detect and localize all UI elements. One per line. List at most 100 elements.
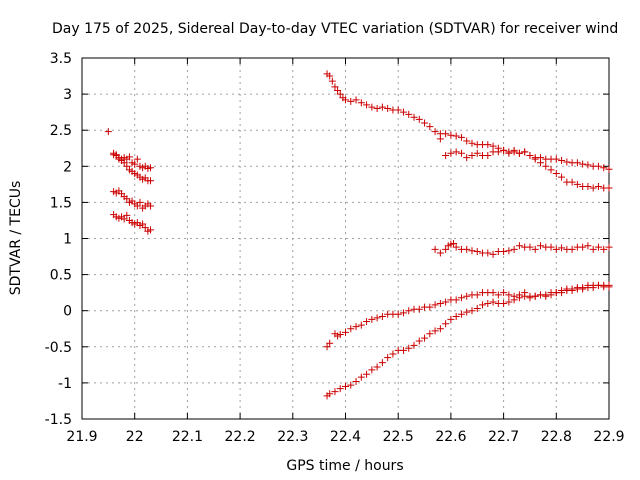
data-point — [531, 155, 539, 163]
data-point — [436, 299, 444, 307]
data-point — [141, 224, 149, 232]
data-point — [568, 285, 576, 293]
data-point — [584, 161, 592, 169]
data-points — [104, 70, 613, 400]
series-late-bottom-rise — [323, 281, 613, 400]
data-point — [452, 148, 460, 156]
data-point — [421, 334, 429, 342]
data-point — [452, 312, 460, 320]
data-point — [426, 303, 434, 311]
data-point — [378, 359, 386, 367]
x-tick-label: 22.1 — [172, 429, 203, 445]
data-point — [594, 183, 602, 191]
data-point — [123, 162, 131, 170]
data-point — [473, 149, 481, 157]
axis-ticks — [81, 57, 610, 420]
y-tick-label: 3 — [63, 87, 72, 103]
data-point — [399, 309, 407, 317]
data-point — [526, 294, 534, 302]
x-tick-label: 22.6 — [435, 429, 466, 445]
data-point — [584, 242, 592, 250]
x-tick-labels: 21.9 22 22.1 22.2 22.3 22.4 22.5 22.6 22.7 22.8 22… — [66, 429, 624, 445]
data-point — [579, 243, 587, 251]
data-point — [431, 128, 439, 136]
y-tick-label: 0.5 — [50, 268, 72, 284]
x-tick-label: 22.7 — [488, 429, 519, 445]
data-point — [431, 327, 439, 335]
y-tick-label: -1.5 — [45, 412, 72, 428]
data-point — [136, 198, 144, 206]
data-point — [133, 202, 141, 210]
data-point — [463, 292, 471, 300]
y-tick-label: 1.5 — [50, 195, 72, 211]
data-point — [326, 339, 334, 347]
data-point — [394, 310, 402, 318]
data-point — [468, 139, 476, 147]
data-point — [484, 151, 492, 159]
y-axis-label: SDTVAR / TECUs — [8, 181, 24, 296]
data-point — [347, 325, 355, 333]
data-point — [131, 160, 139, 168]
data-point — [431, 245, 439, 253]
data-point — [468, 307, 476, 315]
data-point — [357, 321, 365, 329]
x-tick-label: 22.2 — [225, 429, 256, 445]
data-point — [120, 159, 128, 167]
data-point — [347, 381, 355, 389]
data-point — [399, 108, 407, 116]
data-point — [457, 149, 465, 157]
y-tick-label: 1 — [63, 232, 72, 248]
data-point — [125, 153, 133, 161]
data-point — [120, 215, 128, 223]
data-point — [426, 330, 434, 338]
data-point — [468, 247, 476, 255]
data-point — [600, 164, 608, 172]
data-point — [442, 320, 450, 328]
data-point — [600, 281, 608, 289]
data-point — [531, 245, 539, 253]
data-point — [484, 249, 492, 257]
data-point — [558, 286, 566, 294]
data-point — [500, 289, 508, 297]
data-point — [484, 141, 492, 149]
data-point — [368, 366, 376, 374]
data-point — [505, 247, 513, 255]
data-point — [447, 131, 455, 139]
x-tick-label: 22 — [126, 429, 144, 445]
data-point — [331, 388, 339, 396]
x-axis-label: GPS time / hours — [286, 458, 403, 474]
data-point — [389, 350, 397, 358]
data-point — [373, 314, 381, 322]
data-point — [526, 243, 534, 251]
data-point — [605, 283, 613, 291]
data-point — [405, 307, 413, 315]
data-point — [133, 155, 141, 163]
data-point — [447, 315, 455, 323]
data-point — [399, 346, 407, 354]
data-point — [510, 146, 518, 154]
data-point — [363, 101, 371, 109]
data-point — [426, 123, 434, 131]
series-late-mid-rise — [323, 281, 613, 351]
x-tick-label: 22.3 — [277, 429, 308, 445]
data-point — [473, 291, 481, 299]
data-point — [531, 292, 539, 300]
data-point — [336, 331, 344, 339]
data-point — [484, 299, 492, 307]
data-point — [447, 149, 455, 157]
data-point — [410, 113, 418, 121]
data-point — [368, 103, 376, 111]
data-point — [515, 242, 523, 250]
data-point — [600, 245, 608, 253]
data-point — [373, 363, 381, 371]
data-point — [373, 105, 381, 113]
data-point — [452, 296, 460, 304]
data-point — [436, 249, 444, 257]
data-point — [558, 173, 566, 181]
data-point — [147, 226, 155, 234]
data-point — [515, 149, 523, 157]
x-tick-label: 22.5 — [383, 429, 414, 445]
data-point — [526, 151, 534, 159]
data-point — [352, 377, 360, 385]
